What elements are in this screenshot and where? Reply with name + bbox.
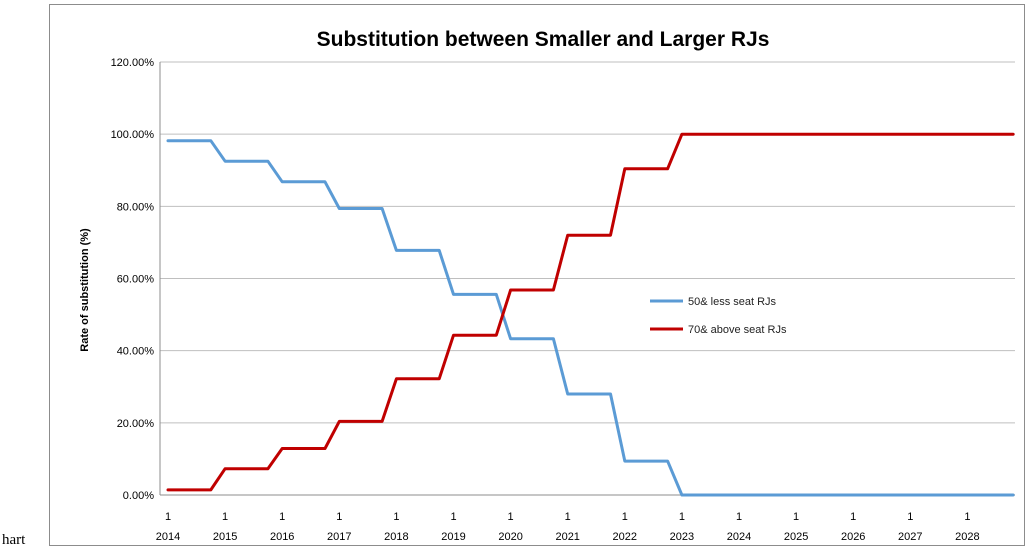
x-tick-label-top: 1 bbox=[679, 511, 685, 523]
x-tick-label-top: 1 bbox=[850, 511, 856, 523]
x-tick-label: 2018 bbox=[384, 531, 408, 543]
y-tick-label: 40.00% bbox=[117, 346, 155, 358]
series-line-2 bbox=[166, 132, 1015, 492]
x-tick-label: 2023 bbox=[670, 531, 694, 543]
caption-fragment: hart bbox=[2, 532, 26, 548]
x-tick-label: 2022 bbox=[613, 531, 637, 543]
x-tick-label-top: 1 bbox=[336, 511, 342, 523]
chart-frame bbox=[49, 4, 1025, 546]
x-tick-label: 2026 bbox=[841, 531, 865, 543]
series-lines bbox=[166, 132, 1015, 497]
x-tick-label: 2019 bbox=[441, 531, 465, 543]
y-axis-label: Rate of substitution (%) bbox=[79, 228, 91, 352]
x-tick-label: 2024 bbox=[727, 531, 751, 543]
gridlines bbox=[160, 61, 1015, 424]
x-tick-label: 2014 bbox=[156, 531, 180, 543]
x-tick-label: 2020 bbox=[498, 531, 522, 543]
x-tick-label-top: 1 bbox=[907, 511, 913, 523]
x-tick-label: 2017 bbox=[327, 531, 351, 543]
x-tick-label-top: 1 bbox=[279, 511, 285, 523]
x-tick-label-top: 1 bbox=[622, 511, 628, 523]
y-tick-label: 80.00% bbox=[117, 201, 155, 213]
y-tick-label: 120.00% bbox=[111, 57, 155, 69]
x-tick-label-top: 1 bbox=[222, 511, 228, 523]
series-line-1 bbox=[166, 139, 1015, 497]
axes: 0.00% 20.00% 40.00% 60.00% 80.00% 100.00% 120.… bbox=[111, 57, 1015, 543]
legend-label: 50& less seat RJs bbox=[688, 296, 777, 308]
y-tick-label: 0.00% bbox=[123, 490, 154, 502]
x-tick-label-top: 1 bbox=[393, 511, 399, 523]
y-tick-label: 20.00% bbox=[117, 418, 155, 430]
x-tick-label-top: 1 bbox=[565, 511, 571, 523]
y-tick-label: 60.00% bbox=[117, 274, 155, 286]
x-tick-label: 2028 bbox=[955, 531, 979, 543]
x-tick-label-top: 1 bbox=[736, 511, 742, 523]
x-tick-label: 2027 bbox=[898, 531, 922, 543]
chart-title: Substitution between Smaller and Larger … bbox=[317, 28, 770, 51]
x-tick-label: 2015 bbox=[213, 531, 237, 543]
y-tick-label: 100.00% bbox=[111, 129, 155, 141]
x-tick-label-top: 1 bbox=[508, 511, 514, 523]
x-tick-label: 2021 bbox=[555, 531, 579, 543]
x-tick-label-top: 1 bbox=[793, 511, 799, 523]
legend-label: 70& above seat RJs bbox=[688, 324, 787, 336]
x-tick-label-top: 1 bbox=[165, 511, 171, 523]
x-tick-label-top: 1 bbox=[450, 511, 456, 523]
x-tick-label: 2025 bbox=[784, 531, 808, 543]
legend: 50& less seat RJs 70& above seat RJs bbox=[650, 296, 787, 336]
x-tick-label-top: 1 bbox=[964, 511, 970, 523]
x-tick-label: 2016 bbox=[270, 531, 294, 543]
